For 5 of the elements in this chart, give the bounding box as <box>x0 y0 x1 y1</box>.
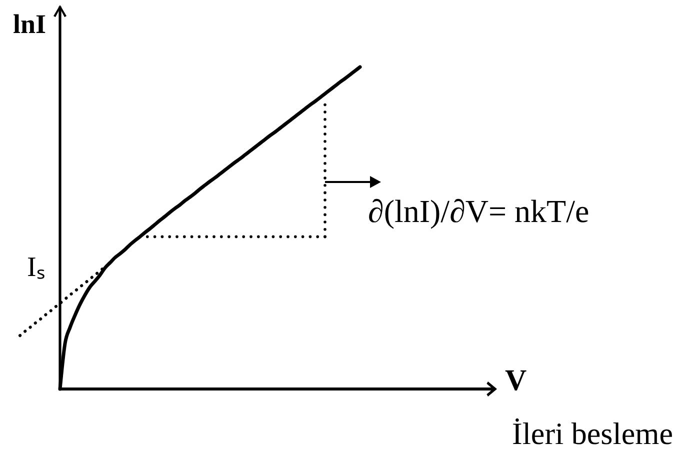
x-axis-title: V <box>505 364 527 397</box>
text: İleri besleme <box>512 416 673 451</box>
y-axis-title: lnI <box>13 9 46 39</box>
annotation: ∂(lnI)/∂V= nkT/e <box>368 193 590 229</box>
annotation: Iₛ <box>27 252 46 283</box>
